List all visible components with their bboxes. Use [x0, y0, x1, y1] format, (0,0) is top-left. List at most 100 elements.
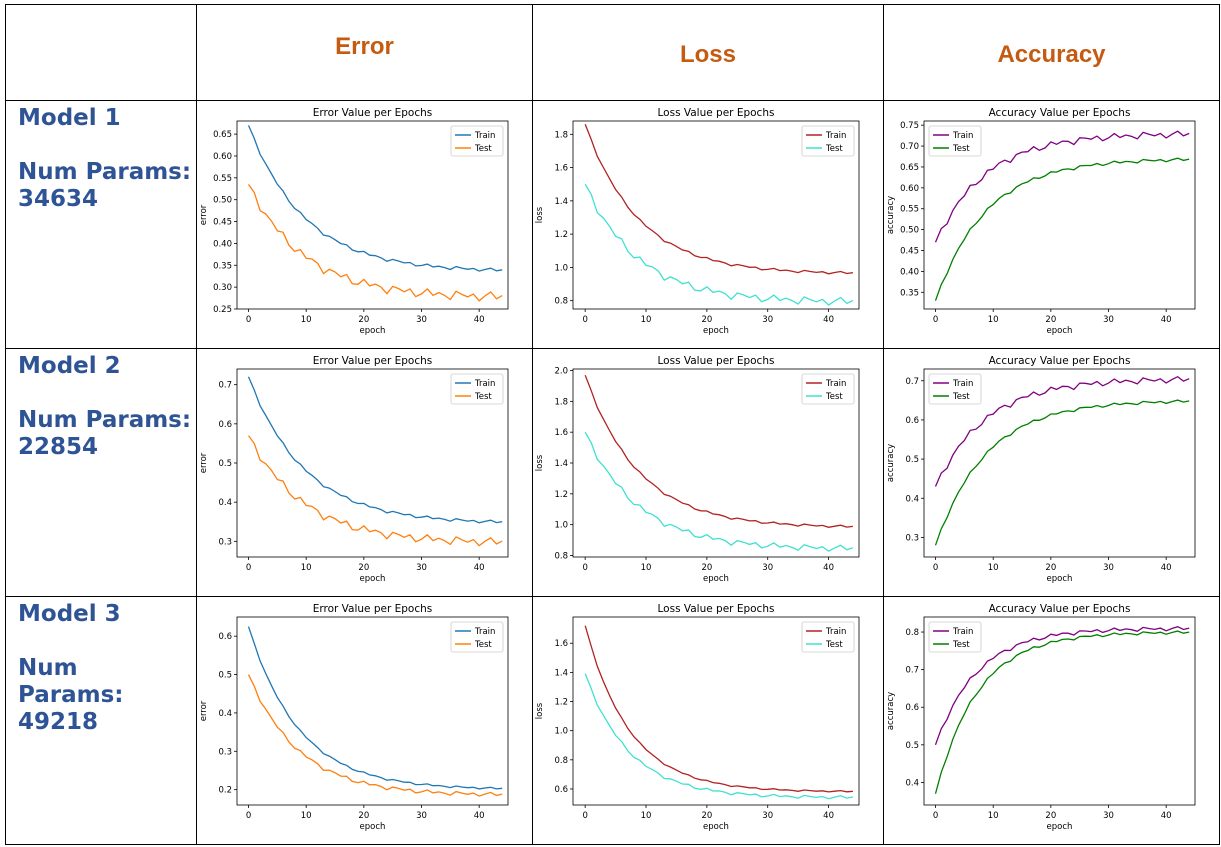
legend-label: Train: [474, 379, 495, 389]
model-label-cell: Model 3 Num Params: 49218: [5, 596, 197, 845]
y-tick-label: 0.55: [213, 174, 232, 184]
x-tick-label: 10: [988, 315, 999, 325]
x-tick-label: 0: [582, 811, 587, 821]
series-line-test: [934, 157, 1190, 301]
legend-label: Test: [952, 640, 970, 650]
legend-label: Train: [952, 627, 973, 637]
x-tick-label: 10: [641, 563, 652, 573]
legend-label: Test: [474, 392, 492, 402]
series-line-train: [584, 124, 853, 275]
x-tick-label: 40: [474, 811, 485, 821]
series-line-train: [247, 376, 503, 524]
x-tick-label: 0: [582, 315, 587, 325]
y-tick-label: 0.5: [218, 671, 232, 681]
y-tick-label: 0.55: [900, 205, 919, 215]
x-tick-label: 20: [1045, 315, 1056, 325]
x-tick-label: 10: [301, 315, 312, 325]
y-tick-label: 1.8: [554, 130, 568, 140]
x-tick-label: 20: [701, 563, 712, 573]
x-axis-label: epoch: [703, 574, 729, 584]
chart-cell: Loss Value per Epochs 0 10 20 30 40 0.6 0.8 1.0 1…: [532, 596, 884, 845]
x-tick-label: 40: [823, 563, 834, 573]
series-line-train: [934, 626, 1190, 746]
chart-cell: Accuracy Value per Epochs 0 10 20 30 40 0.4 0.5…: [883, 596, 1220, 845]
x-tick-label: 20: [1045, 563, 1056, 573]
x-tick-label: 20: [701, 315, 712, 325]
loss-chart: Loss Value per Epochs 0 10 20 30 40 0.8 1.0 1.2 1…: [535, 107, 860, 336]
y-axis-label: accuracy: [886, 692, 896, 730]
y-tick-label: 0.45: [213, 218, 232, 228]
model-params-line: 34634: [18, 186, 99, 212]
y-tick-label: 0.4: [905, 494, 919, 504]
series-line-test: [584, 673, 854, 800]
y-tick-label: 0.65: [213, 130, 232, 140]
x-tick-label: 10: [301, 563, 312, 573]
chart-title: Loss Value per Epochs: [658, 603, 775, 615]
y-tick-label: 0.3: [218, 747, 232, 757]
y-tick-label: 0.65: [900, 163, 919, 173]
accuracy-header-cell: Accuracy: [883, 4, 1220, 101]
y-tick-label: 0.35: [213, 261, 232, 271]
y-tick-label: 0.5: [905, 741, 919, 751]
x-tick-label: 10: [301, 811, 312, 821]
x-tick-label: 0: [933, 563, 938, 573]
x-tick-label: 10: [641, 811, 652, 821]
model-label-cell: Model 1 Num Params: 34634: [5, 100, 197, 349]
y-tick-label: 2.0: [554, 367, 568, 377]
chart-title: Error Value per Epochs: [313, 107, 433, 119]
series-line-train: [934, 375, 1190, 487]
plot-frame: [923, 368, 1196, 558]
x-tick-label: 30: [1103, 563, 1114, 573]
chart-cell: Accuracy Value per Epochs 0 10 20 30 40 0.3 0.4…: [883, 348, 1220, 597]
legend-label: Test: [825, 640, 843, 650]
model-row: Model 1 Num Params: 34634 Error Value pe…: [5, 100, 1220, 349]
x-tick-label: 20: [358, 315, 369, 325]
x-tick-label: 30: [1103, 811, 1114, 821]
chart-cell: Error Value per Epochs 0 10 20 30 40 0.2 0.3 0.4…: [196, 596, 533, 845]
y-axis-label: loss: [535, 454, 545, 471]
y-tick-label: 0.3: [218, 537, 232, 547]
loss-chart: Loss Value per Epochs 0 10 20 30 40 0.8 1.0 1.2 1…: [535, 355, 860, 584]
plot-frame: [236, 616, 509, 806]
y-tick-label: 0.5: [218, 459, 232, 469]
model-name: Model 1: [18, 105, 121, 131]
model-label: Model 3 Num Params: 49218: [6, 601, 196, 736]
y-tick-label: 1.0: [554, 263, 568, 273]
accuracy-column-title: Accuracy: [997, 41, 1106, 68]
chart-title: Error Value per Epochs: [313, 603, 433, 615]
series-line-train: [584, 625, 853, 793]
series-line-train: [934, 130, 1190, 243]
model-name: Model 2: [18, 353, 121, 379]
model-name: Model 3: [18, 601, 121, 627]
model-params-line: 22854: [18, 434, 99, 460]
accuracy-chart: Accuracy Value per Epochs 0 10 20 30 40 0.4 0.5…: [886, 603, 1196, 832]
chart-title: Accuracy Value per Epochs: [989, 107, 1131, 119]
y-tick-label: 0.4: [905, 778, 919, 788]
y-tick-label: 0.4: [218, 709, 232, 719]
model-params-line: Num Params:: [18, 159, 192, 185]
x-tick-label: 10: [988, 563, 999, 573]
y-tick-label: 1.0: [554, 727, 568, 737]
legend-label: Test: [825, 144, 843, 154]
legend-label: Train: [825, 131, 846, 141]
x-tick-label: 0: [246, 563, 251, 573]
y-tick-label: 0.5: [905, 455, 919, 465]
y-tick-label: 0.60: [900, 184, 919, 194]
y-tick-label: 0.8: [905, 628, 919, 638]
model-params-line: Params:: [18, 682, 124, 708]
y-tick-label: 1.2: [554, 230, 568, 240]
error-chart: Error Value per Epochs 0 10 20 30 40 0.3 0.4 0.5…: [199, 355, 509, 584]
x-tick-label: 40: [823, 315, 834, 325]
error-column-title: Error: [335, 33, 394, 60]
y-tick-label: 0.25: [213, 305, 232, 315]
y-tick-label: 0.2: [218, 786, 232, 796]
y-axis-label: error: [199, 700, 209, 721]
y-tick-label: 0.70: [900, 142, 919, 152]
accuracy-chart: Accuracy Value per Epochs 0 10 20 30 40 0.3 0.4…: [886, 355, 1196, 584]
x-tick-label: 20: [358, 563, 369, 573]
y-tick-label: 0.3: [905, 533, 919, 543]
series-line-test: [247, 184, 503, 302]
legend-label: Train: [474, 131, 495, 141]
y-axis-label: error: [199, 452, 209, 473]
x-axis-label: epoch: [1047, 326, 1073, 336]
